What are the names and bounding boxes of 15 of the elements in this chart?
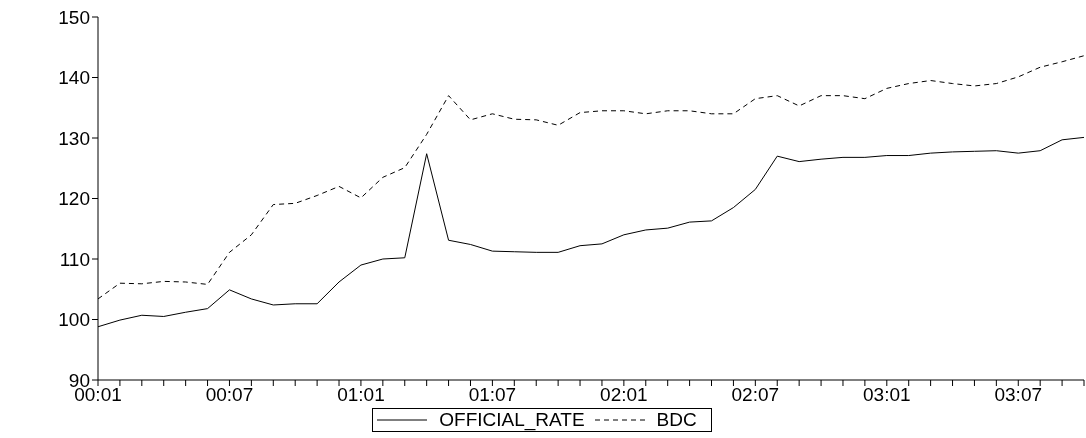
legend-label: OFFICIAL_RATE [439, 409, 585, 431]
y-tick-label: 120 [58, 188, 90, 210]
y-tick-label: 110 [59, 248, 90, 270]
x-tick-label: 00:07 [205, 384, 254, 406]
y-tick-label: 100 [58, 309, 90, 331]
y-tick-label: 130 [58, 127, 90, 149]
x-tick-label: 02:07 [731, 384, 780, 406]
x-tick-label: 03:07 [994, 384, 1043, 406]
x-tick-label: 02:01 [600, 384, 648, 406]
y-tick-label: 140 [58, 67, 90, 89]
legend-label: BDC [656, 409, 697, 431]
x-tick-label: 01:07 [468, 384, 517, 406]
x-tick-label: 03:01 [863, 384, 911, 406]
x-tick-label: 01:01 [337, 384, 385, 406]
y-tick-label: 150 [58, 6, 90, 28]
